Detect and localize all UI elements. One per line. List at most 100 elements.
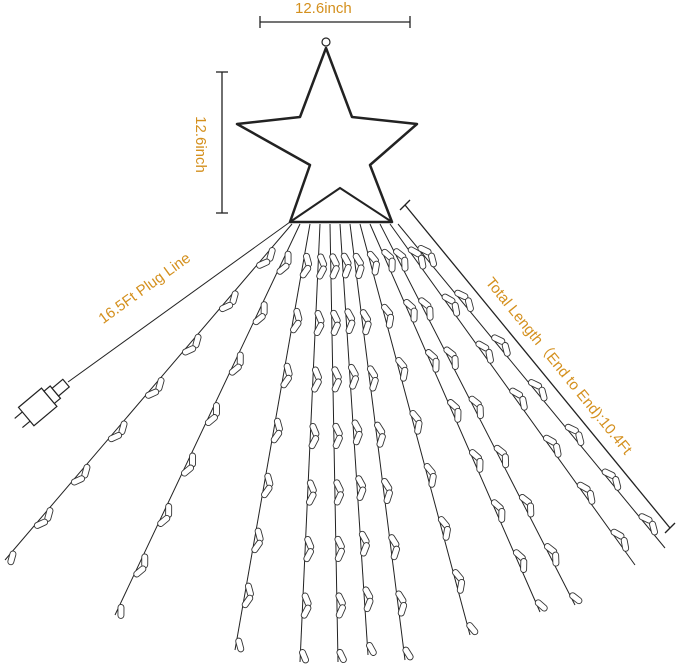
led-bulb-icon [333, 491, 344, 506]
led-bulb-icon [400, 366, 409, 382]
led-bulb-icon [299, 649, 310, 664]
led-bulb-icon [454, 407, 462, 423]
led-bulb-icon [385, 313, 395, 329]
led-bulb-icon [383, 489, 393, 504]
led-bulb-icon [335, 604, 346, 619]
led-bulb-icon [534, 599, 548, 612]
led-bulb-icon [290, 319, 302, 334]
led-bulb-icon [181, 345, 197, 356]
led-bulb-icon [144, 388, 160, 399]
led-bulb-icon [390, 545, 401, 561]
led-bulb-icon [70, 475, 86, 486]
led-bulb-icon [366, 642, 377, 656]
led-bulb-icon [363, 597, 374, 613]
led-bulb-icon [133, 565, 147, 578]
led-bulb-icon [331, 378, 342, 393]
led-bulb-icon [218, 301, 234, 313]
led-bulb-icon [451, 355, 459, 370]
led-bulb-icon [235, 637, 245, 653]
light-strands [4, 223, 666, 664]
led-bulb-icon [332, 434, 343, 449]
star-width-label: 12.6inch [295, 0, 352, 17]
power-adapter-icon [14, 378, 71, 429]
led-bulb-icon [501, 453, 510, 469]
led-bulb-icon [270, 429, 283, 444]
led-bulb-icon [456, 578, 466, 594]
led-bulb-icon [410, 307, 418, 323]
led-bulb-icon [464, 297, 474, 313]
led-bulb-icon [311, 378, 322, 393]
led-bulb-icon [356, 486, 367, 501]
led-bulb-icon [241, 594, 254, 609]
led-bulb-icon [300, 604, 312, 619]
led-bulb-icon [369, 376, 379, 392]
led-bulb-icon [7, 550, 17, 566]
led-bulb-icon [520, 558, 528, 573]
led-bulb-icon [33, 518, 49, 529]
led-bulb-icon [575, 431, 585, 447]
led-bulb-icon [313, 322, 325, 337]
led-bulb-icon [303, 548, 314, 563]
width-dimension-line [259, 16, 411, 28]
led-bulb-icon [204, 414, 218, 427]
led-bulb-icon [442, 525, 451, 541]
led-bulb-icon [397, 601, 408, 617]
led-bulb-icon [256, 258, 271, 269]
led-bulb-icon [432, 357, 440, 373]
led-bulb-icon [586, 489, 596, 505]
led-bulb-icon [349, 375, 359, 390]
led-bulb-icon [330, 321, 341, 336]
led-bulb-icon [417, 254, 427, 270]
led-bulb-icon [299, 264, 312, 279]
led-bulb-icon [251, 539, 263, 554]
star-height-label: 12.6inch [191, 116, 209, 173]
led-bulb-icon [485, 348, 494, 364]
led-bulb-icon [308, 435, 320, 450]
led-bulb-icon [371, 260, 380, 276]
led-bulb-icon [401, 256, 409, 272]
led-bulb-icon [107, 431, 123, 443]
led-bulb-icon [476, 457, 484, 473]
led-bulb-icon [345, 319, 356, 334]
plug-line [67, 221, 291, 383]
led-bulb-icon [414, 419, 423, 435]
led-bulb-icon [466, 622, 479, 636]
led-bulb-icon [157, 514, 171, 527]
led-bulb-icon [426, 305, 434, 321]
led-bulb-icon [228, 363, 242, 376]
led-bulb-icon [276, 262, 290, 275]
led-bulb-icon [341, 264, 352, 279]
led-bulb-icon [620, 536, 630, 552]
led-bulb-icon [501, 342, 511, 357]
led-bulb-icon [334, 547, 345, 562]
led-bulb-icon [376, 433, 386, 448]
led-bulb-icon [117, 603, 125, 619]
led-bulb-icon [180, 464, 195, 477]
led-bulb-icon [612, 476, 622, 491]
led-bulb-icon [336, 648, 347, 664]
led-bulb-icon [280, 374, 292, 389]
led-bulb-icon [649, 520, 658, 536]
height-dimension-line [216, 71, 228, 214]
led-bulb-icon [498, 507, 506, 523]
led-bulb-icon [552, 551, 560, 567]
led-bulb-icon [360, 542, 370, 557]
led-bulb-icon [352, 430, 363, 446]
led-bulb-icon [355, 264, 365, 279]
led-bulb-icon [428, 472, 437, 488]
led-bulb-icon [329, 265, 340, 280]
led-bulb-icon [527, 502, 535, 518]
led-bulb-icon [388, 257, 396, 273]
led-bulb-icon [362, 320, 372, 336]
led-bulb-icon [476, 404, 484, 420]
led-bulb-icon [252, 313, 266, 326]
led-bulb-icon [451, 301, 461, 317]
led-bulb-icon [305, 491, 317, 506]
led-bulb-icon [261, 484, 273, 499]
star-topper-icon [235, 37, 419, 224]
led-bulb-icon [402, 646, 414, 661]
led-bulb-icon [569, 592, 583, 605]
led-bulb-icon [553, 442, 562, 458]
